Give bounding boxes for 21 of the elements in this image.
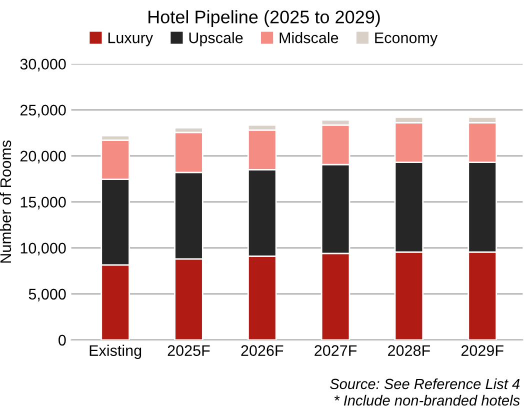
x-tick-label: 2025F (168, 345, 210, 356)
legend-label: Upscale (189, 32, 243, 46)
y-axis-title: Number of Rooms (0, 140, 12, 263)
legend-label: Midscale (280, 32, 338, 44)
x-tick-label: 2026F (241, 345, 284, 356)
y-tick-label: 30,000 (20, 58, 66, 72)
y-tick-label: 15,000 (20, 196, 66, 210)
y-tick-label: 20,000 (20, 150, 66, 164)
x-tick-label: 2027F (314, 345, 357, 356)
y-tick-label: 25,000 (20, 104, 66, 118)
y-tick-label: 10,000 (20, 242, 66, 256)
x-tick-label: 2028F (388, 345, 430, 356)
text: * Include non-branded hotels (334, 394, 520, 406)
y-tick-label: 0 (58, 334, 66, 346)
x-tick-label: 2029F (461, 345, 504, 356)
chart-title: Hotel Pipeline (2025 to 2029) (148, 10, 380, 27)
legend-label: Economy (375, 32, 438, 46)
legend-label: Luxury (108, 32, 154, 46)
y-tick-label: 5,000 (28, 288, 66, 302)
source-note: Source: See Reference List 4 (330, 378, 520, 390)
x-tick-label: Existing (90, 344, 142, 360)
